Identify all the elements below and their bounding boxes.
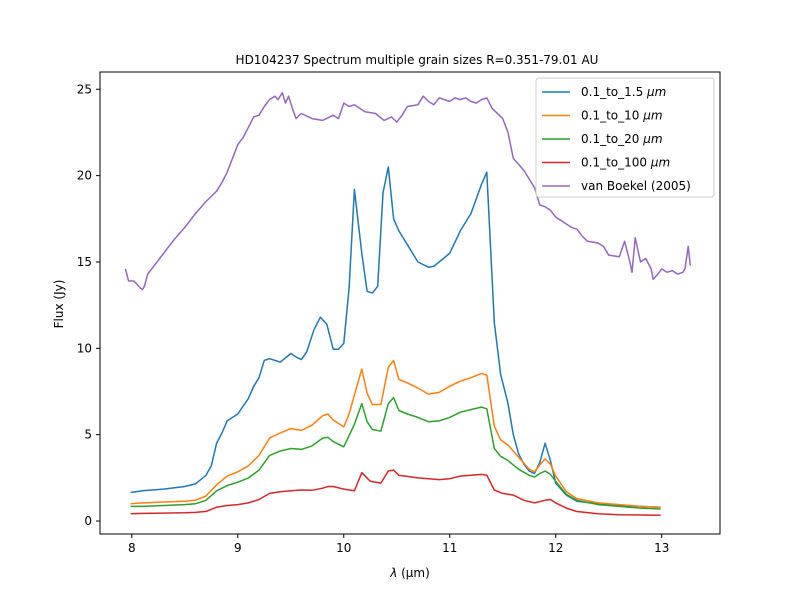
y-tick-label: 0: [84, 514, 92, 528]
legend-label-unit: μm: [650, 156, 670, 170]
legend-label: 0.1_to_100 μm: [581, 156, 670, 170]
y-axis-label: Flux (Jy): [52, 280, 66, 329]
legend-label-name: 0.1_to_10: [581, 109, 643, 123]
legend-label: 0.1_to_1.5 μm: [581, 85, 666, 99]
x-tick-label: 9: [234, 541, 242, 555]
legend-label: van Boekel (2005): [581, 179, 691, 193]
x-tick-label: 12: [548, 541, 563, 555]
legend: 0.1_to_1.5 μm0.1_to_10 μm0.1_to_20 μm0.1…: [535, 77, 715, 198]
x-axis-label-units: (μm): [397, 566, 430, 580]
series-layer: [124, 91, 692, 517]
x-axis-label: λ (μm): [389, 566, 430, 580]
y-tick-label: 25: [77, 82, 92, 96]
legend-label: 0.1_to_20 μm: [581, 132, 663, 146]
series-line: [130, 396, 661, 510]
series-line: [130, 359, 661, 508]
legend-entries: 0.1_to_1.5 μm0.1_to_10 μm0.1_to_20 μm0.1…: [542, 85, 691, 193]
legend-label-name: van Boekel (2005): [581, 179, 691, 193]
legend-label-unit: μm: [646, 85, 666, 99]
plot-border: [99, 71, 721, 535]
legend-label-name: 0.1_to_1.5: [581, 85, 647, 99]
legend-label: 0.1_to_10 μm: [581, 109, 663, 123]
series-line: [124, 91, 692, 291]
x-tick-label: 13: [654, 541, 669, 555]
y-tick-label: 5: [84, 428, 92, 442]
x-tick-label: 8: [128, 541, 136, 555]
legend-label-unit: μm: [642, 109, 662, 123]
legend-box: [535, 77, 715, 198]
y-axis: 0 5 10 15 20 25: [77, 82, 100, 528]
x-axis-label-symbol: λ: [389, 566, 397, 580]
y-tick-label: 10: [77, 341, 92, 355]
series-line: [130, 166, 661, 508]
x-axis: 8 9 10 11 12 13: [128, 534, 669, 555]
x-tick-label: 10: [336, 541, 351, 555]
series-line: [130, 469, 661, 517]
y-tick-label: 15: [77, 255, 92, 269]
y-tick-label: 20: [77, 169, 92, 183]
legend-label-name: 0.1_to_100: [581, 156, 651, 170]
legend-label-name: 0.1_to_20: [581, 132, 643, 146]
chart-title: HD104237 Spectrum multiple grain sizes R…: [236, 53, 599, 67]
x-tick-label: 11: [442, 541, 457, 555]
legend-label-unit: μm: [642, 132, 662, 146]
